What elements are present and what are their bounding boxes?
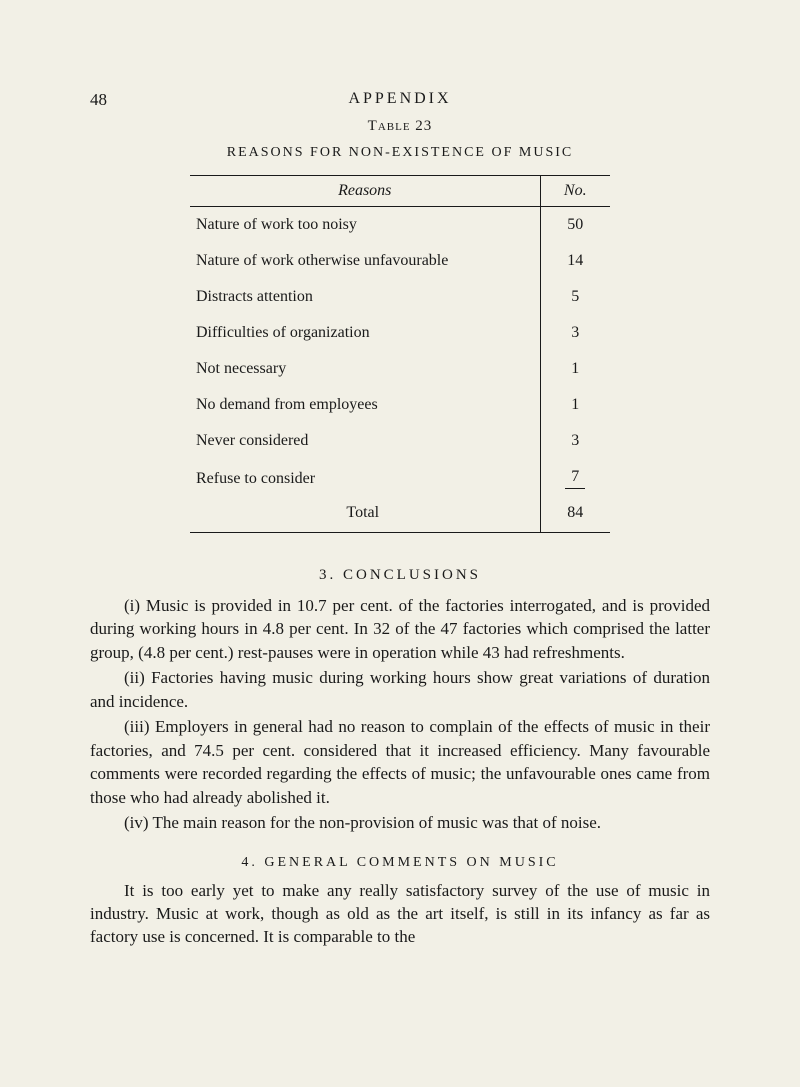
table-row: Distracts attention 5	[190, 279, 610, 315]
value-cell: 14	[540, 243, 610, 279]
conclusion-para-2: (ii) Factories having music during worki…	[90, 666, 710, 713]
col-no-header: No.	[540, 176, 610, 207]
general-para-1: It is too early yet to make any really s…	[90, 879, 710, 949]
table-total-row: Total 84	[190, 498, 610, 533]
table-row: Not necessary 1	[190, 351, 610, 387]
value-cell: 3	[540, 423, 610, 459]
conclusions-body: (i) Music is provided in 10.7 per cent. …	[90, 594, 710, 835]
general-comments-heading: 4. GENERAL COMMENTS ON MUSIC	[90, 855, 710, 871]
value-cell: 3	[540, 315, 610, 351]
reason-cell: Distracts attention	[190, 279, 540, 315]
conclusion-para-1: (i) Music is provided in 10.7 per cent. …	[90, 594, 710, 664]
reason-cell: Never considered	[190, 423, 540, 459]
appendix-title: APPENDIX	[90, 90, 710, 108]
reason-cell: Nature of work otherwise unfavourable	[190, 243, 540, 279]
conclusion-para-4: (iv) The main reason for the non-provisi…	[90, 811, 710, 834]
table-row: Nature of work too noisy 50	[190, 207, 610, 244]
value-cell: 7	[540, 459, 610, 498]
value-cell: 50	[540, 207, 610, 244]
reason-cell: No demand from employees	[190, 387, 540, 423]
col-reasons-header: Reasons	[190, 176, 540, 207]
page-header: APPENDIX Table 23 REASONS FOR NON-EXISTE…	[90, 90, 710, 161]
table-row: Refuse to consider 7	[190, 459, 610, 498]
general-comments-body: It is too early yet to make any really s…	[90, 879, 710, 949]
table-row: Nature of work otherwise unfavourable 14	[190, 243, 610, 279]
reason-cell: Nature of work too noisy	[190, 207, 540, 244]
value-cell: 1	[540, 351, 610, 387]
reason-cell: Not necessary	[190, 351, 540, 387]
table-header-row: Reasons No.	[190, 176, 610, 207]
table-row: No demand from employees 1	[190, 387, 610, 423]
table-label: Table 23	[90, 118, 710, 135]
value-cell: 5	[540, 279, 610, 315]
reasons-table: Reasons No. Nature of work too noisy 50 …	[190, 175, 610, 533]
page-number: 48	[90, 90, 107, 110]
conclusions-heading: 3. CONCLUSIONS	[90, 567, 710, 584]
total-value: 84	[540, 498, 610, 533]
reason-cell: Refuse to consider	[190, 459, 540, 498]
reason-cell: Difficulties of organization	[190, 315, 540, 351]
table-caption: REASONS FOR NON-EXISTENCE OF MUSIC	[90, 145, 710, 161]
value-cell: 1	[540, 387, 610, 423]
table-row: Difficulties of organization 3	[190, 315, 610, 351]
value-span: 7	[565, 468, 585, 489]
total-label: Total	[190, 498, 540, 533]
conclusion-para-3: (iii) Employers in general had no reason…	[90, 715, 710, 809]
table-row: Never considered 3	[190, 423, 610, 459]
